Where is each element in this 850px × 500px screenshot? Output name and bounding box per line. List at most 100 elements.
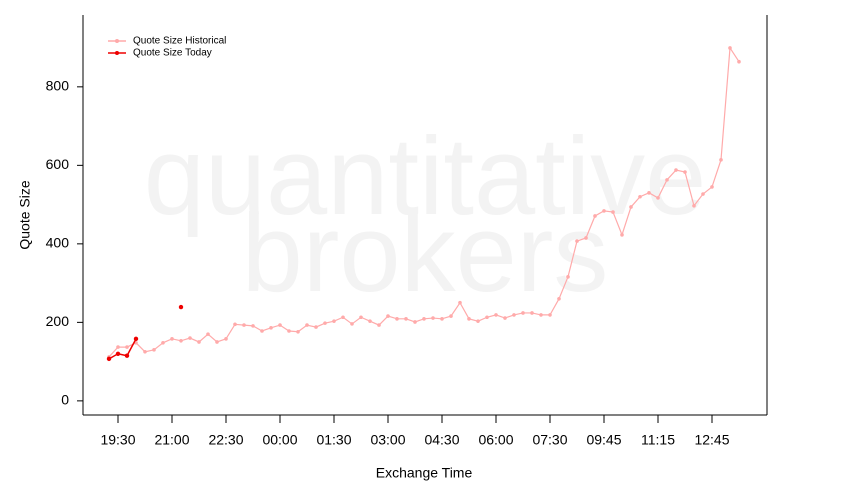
- y-tick-label: 400: [46, 235, 70, 251]
- data-point: [620, 233, 624, 237]
- legend-label: Quote Size Today: [133, 48, 212, 59]
- data-point: [125, 345, 129, 349]
- data-point: [377, 323, 381, 327]
- data-point: [521, 311, 525, 315]
- x-tick-label: 12:45: [694, 432, 729, 448]
- data-point: [575, 239, 579, 243]
- data-point: [115, 351, 121, 356]
- y-tick-label: 0: [61, 392, 69, 408]
- data-point: [206, 332, 210, 336]
- data-point: [485, 315, 489, 320]
- data-point: [260, 329, 264, 333]
- data-point: [305, 323, 309, 327]
- y-tick-label: 800: [46, 78, 70, 94]
- data-point: [503, 316, 507, 320]
- data-point: [134, 340, 138, 345]
- data-point: [368, 319, 372, 323]
- data-point: [395, 317, 399, 321]
- y-tick-label: 600: [46, 156, 70, 172]
- watermark: brokers: [242, 192, 609, 315]
- y-axis-label: Quote Size: [17, 180, 33, 249]
- data-point: [197, 340, 201, 344]
- legend-marker: [115, 51, 119, 55]
- data-point: [728, 46, 732, 50]
- data-point: [440, 317, 444, 321]
- data-point: [242, 323, 246, 327]
- data-point: [143, 350, 147, 354]
- x-axis-label: Exchange Time: [376, 465, 473, 481]
- data-point: [647, 191, 651, 195]
- data-point: [557, 297, 561, 301]
- data-point: [539, 313, 543, 317]
- data-point: [179, 339, 183, 343]
- data-point: [737, 59, 741, 64]
- data-point: [296, 329, 300, 334]
- data-point: [449, 314, 453, 318]
- data-point: [170, 337, 174, 341]
- data-point: [386, 314, 390, 318]
- x-tick-label: 19:30: [100, 432, 135, 448]
- data-point: [422, 317, 426, 321]
- y-tick-label: 200: [46, 313, 70, 329]
- data-point: [719, 158, 723, 162]
- data-point: [124, 353, 130, 358]
- data-point: [701, 192, 705, 196]
- data-point: [287, 329, 291, 333]
- data-point: [178, 304, 184, 310]
- data-point: [467, 317, 471, 321]
- data-point: [269, 326, 273, 330]
- x-tick-label: 22:30: [208, 432, 243, 448]
- data-point: [188, 336, 192, 340]
- data-point: [566, 275, 570, 279]
- data-point: [629, 205, 633, 209]
- data-point: [350, 322, 354, 326]
- data-point: [106, 356, 112, 362]
- x-tick-label: 07:30: [532, 432, 567, 448]
- data-point: [674, 168, 678, 172]
- data-point: [530, 311, 534, 315]
- x-tick-label: 09:45: [586, 432, 621, 448]
- data-point: [458, 300, 462, 305]
- data-point: [404, 317, 408, 321]
- data-point: [152, 348, 156, 352]
- data-point: [413, 320, 417, 324]
- data-point: [431, 316, 435, 320]
- data-point: [133, 336, 139, 342]
- x-tick-label: 06:00: [478, 432, 513, 448]
- data-point: [584, 236, 588, 240]
- legend-marker: [115, 39, 119, 43]
- x-tick-label: 00:00: [262, 432, 297, 448]
- data-point: [494, 313, 498, 317]
- data-point: [323, 321, 327, 325]
- data-point: [233, 322, 237, 327]
- data-point: [611, 210, 615, 214]
- data-point: [692, 203, 696, 208]
- data-point: [665, 178, 669, 182]
- data-point: [116, 345, 120, 349]
- data-point: [683, 170, 687, 174]
- watermark: quantitative: [144, 115, 707, 238]
- data-point: [512, 313, 516, 317]
- x-tick-label: 11:15: [641, 432, 675, 448]
- data-point: [251, 324, 255, 328]
- data-point: [278, 323, 282, 327]
- data-point: [476, 319, 480, 323]
- data-point: [224, 337, 228, 341]
- legend-label: Quote Size Historical: [133, 36, 226, 47]
- x-tick-label: 04:30: [424, 432, 459, 448]
- data-point: [314, 325, 318, 329]
- x-tick-label: 01:30: [316, 432, 351, 448]
- data-point: [602, 209, 606, 213]
- data-point: [215, 340, 219, 344]
- data-point: [161, 340, 165, 345]
- x-tick-label: 21:00: [154, 432, 189, 448]
- x-tick-label: 03:00: [370, 432, 405, 448]
- data-point: [593, 214, 597, 218]
- data-point: [548, 313, 552, 317]
- data-point: [656, 196, 660, 200]
- data-point: [359, 315, 363, 320]
- data-point: [638, 194, 642, 199]
- data-point: [332, 319, 336, 323]
- data-point: [710, 185, 714, 189]
